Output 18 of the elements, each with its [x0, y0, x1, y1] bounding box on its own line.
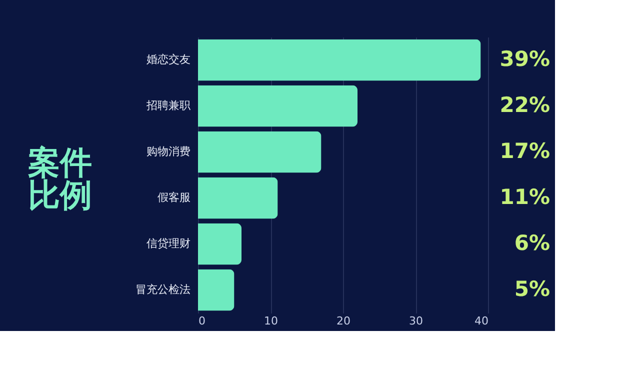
data-label: 22% [500, 93, 550, 117]
y-tick-label: 冒充公检法 [136, 283, 190, 296]
text: 案件比例 [28, 143, 92, 214]
y-tick-label: 购物消费 [146, 145, 190, 158]
data-label: 11% [500, 185, 550, 209]
x-tick-label: 40 [474, 314, 488, 328]
y-tick-label: 假客服 [158, 191, 190, 204]
y-tick-label: 婚恋交友 [146, 53, 190, 66]
x-tick-label: 20 [336, 314, 350, 328]
x-tick-label: 0 [198, 314, 206, 328]
x-tick-label: 10 [264, 314, 278, 328]
data-label: 5% [514, 277, 550, 301]
data-label: 39% [500, 47, 550, 71]
x-tick-label: 30 [409, 314, 423, 328]
data-label: 6% [514, 231, 550, 255]
data-label: 17% [500, 139, 550, 163]
y-tick-label: 招聘兼职 [146, 99, 190, 112]
y-tick-label: 信贷理财 [146, 237, 190, 250]
